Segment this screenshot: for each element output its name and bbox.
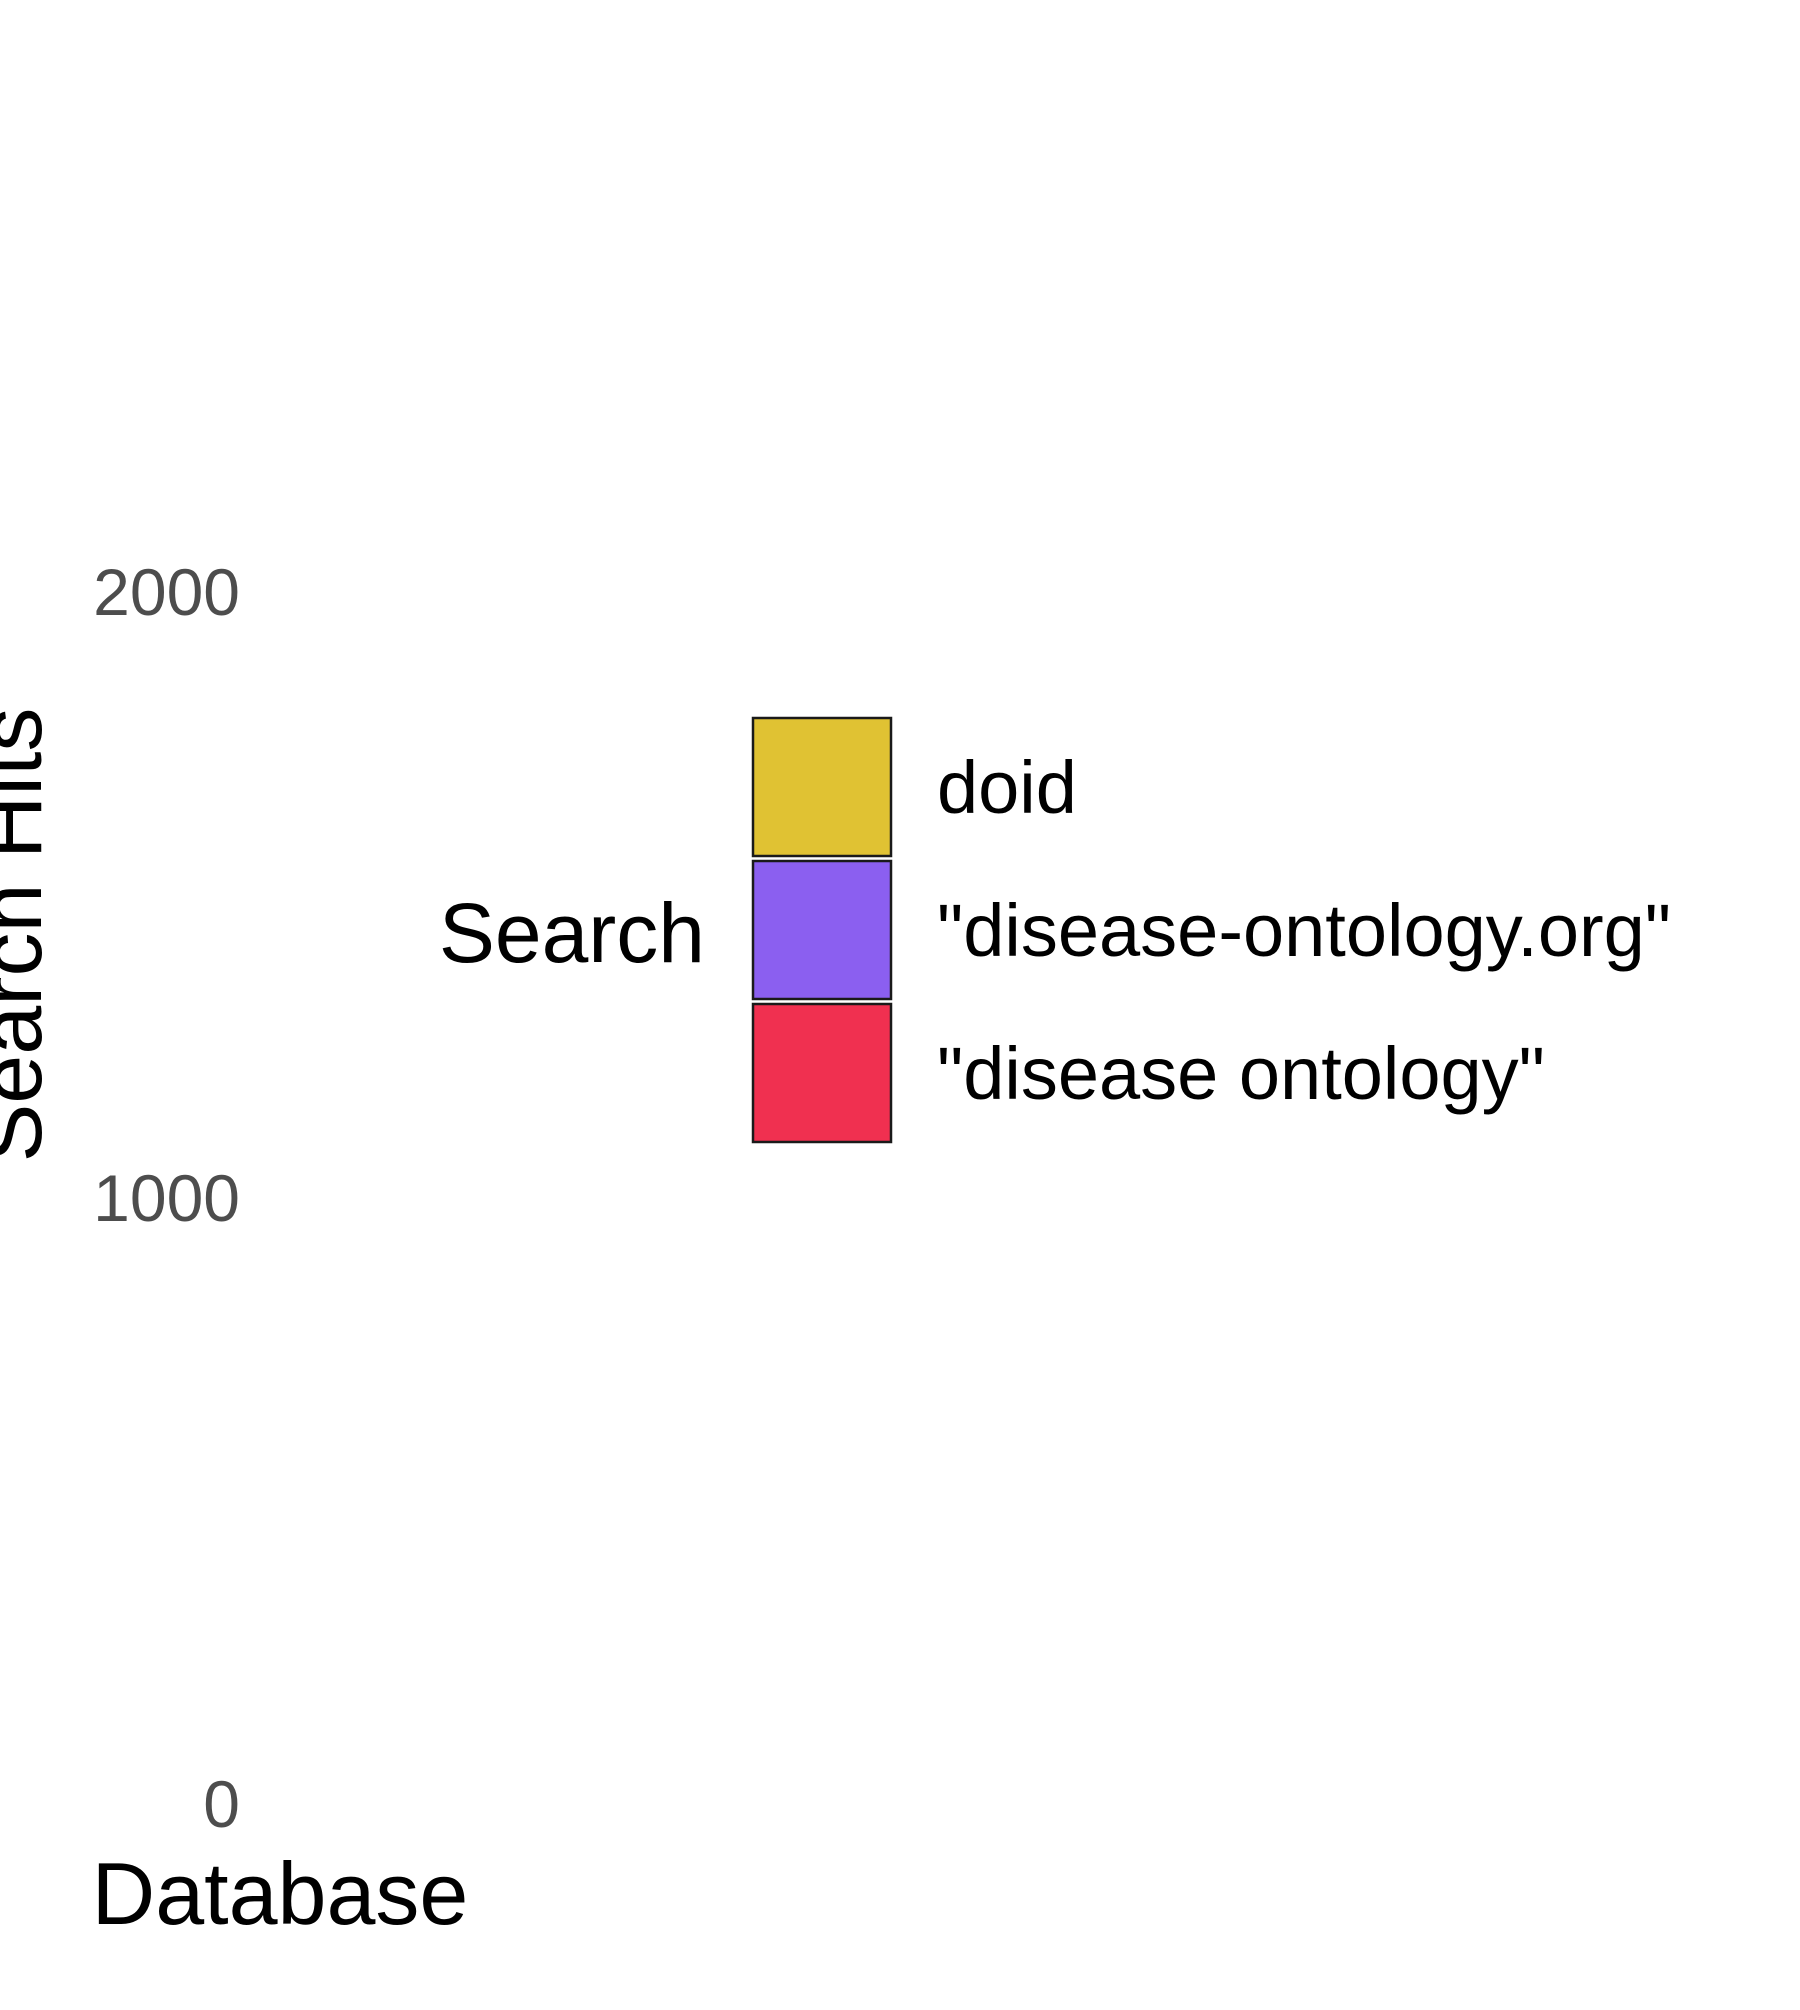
y-tick-label: 1000 xyxy=(93,1161,240,1235)
y-axis-label: Search Hits xyxy=(0,708,60,1163)
legend-swatch xyxy=(751,716,893,858)
legend-title: Search xyxy=(439,886,705,980)
y-tick-label: 2000 xyxy=(93,555,240,629)
legend-label: "disease ontology" xyxy=(937,1032,1545,1115)
x-axis-label: Database xyxy=(92,1844,469,1943)
legend-swatch xyxy=(751,859,893,1001)
legend: Search doid "disease-ontology.org" "diseas… xyxy=(439,716,1671,1144)
y-tick-label: 0 xyxy=(203,1767,240,1841)
legend-swatch xyxy=(751,1002,893,1144)
legend-entries: doid "disease-ontology.org" "disease ontol… xyxy=(751,716,1671,1144)
legend-label: "disease-ontology.org" xyxy=(937,889,1671,972)
legend-label: doid xyxy=(937,746,1077,829)
y-axis-ticks: 0 1000 2000 xyxy=(93,555,240,1841)
